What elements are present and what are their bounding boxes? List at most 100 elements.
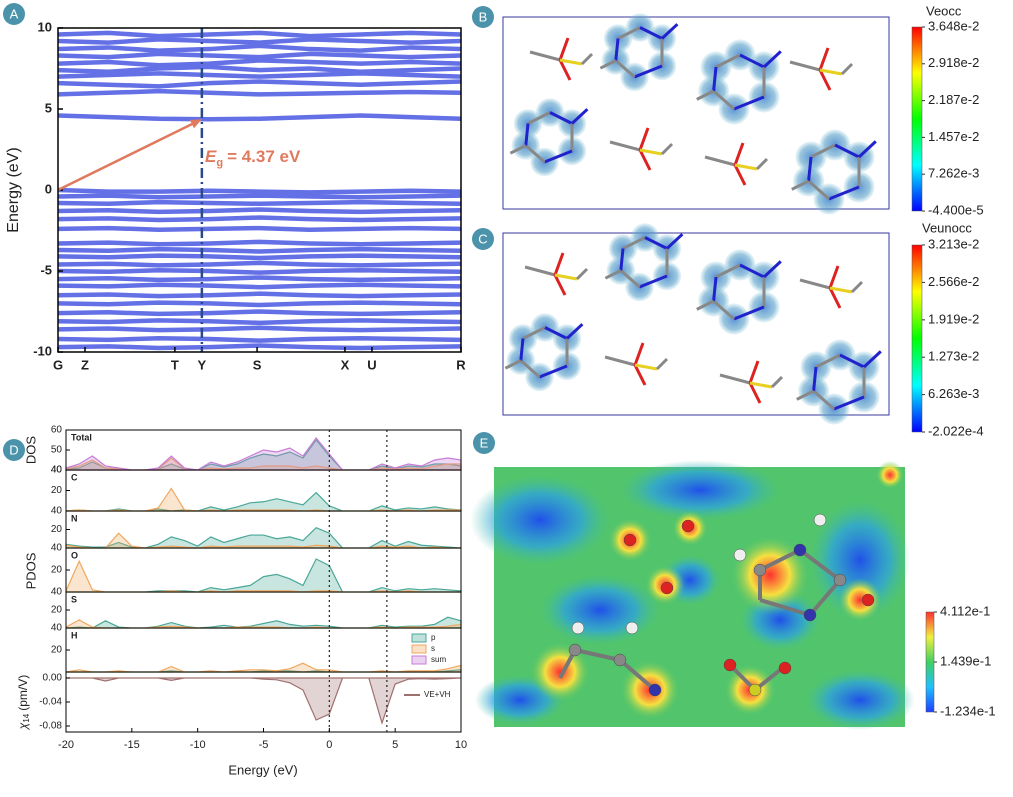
atom <box>660 581 674 595</box>
y-tick-label: 40 <box>51 465 63 476</box>
y-tick-label: 0.00 <box>43 673 63 684</box>
heat-low <box>470 475 610 565</box>
y-tick-label: -0.08 <box>39 721 62 732</box>
y-tick-label: 60 <box>51 425 63 436</box>
bond <box>715 263 741 279</box>
band-line <box>58 79 461 89</box>
band-line <box>58 187 461 195</box>
x-tick-label: -20 <box>58 739 74 751</box>
bond <box>789 60 821 72</box>
legend-label: s <box>431 644 435 653</box>
colorbar-tick-label: 3.648e-2 <box>928 18 979 33</box>
bond <box>834 143 860 159</box>
colorbar-tick-label: 1.273e-2 <box>928 349 979 364</box>
bond <box>712 299 735 321</box>
bond <box>791 179 810 191</box>
panel-letter: D <box>9 442 18 457</box>
bond <box>704 155 736 167</box>
badge <box>3 3 25 25</box>
atom <box>793 543 807 557</box>
dos-area <box>65 616 462 629</box>
atom <box>733 548 747 562</box>
bond <box>799 278 831 290</box>
bond <box>712 276 718 302</box>
bond <box>519 338 525 361</box>
bond <box>748 382 762 404</box>
band-line <box>58 207 461 215</box>
atom <box>623 533 637 547</box>
bond <box>538 364 568 379</box>
y-tick-label: 10 <box>38 19 52 34</box>
bond <box>549 111 573 125</box>
y-tick-label: 20 <box>51 645 63 656</box>
y-axis-label: PDOS <box>23 552 38 589</box>
bond <box>604 355 636 367</box>
x-tick-label: 5 <box>392 739 398 751</box>
bond <box>619 248 625 271</box>
band-line <box>58 343 461 351</box>
bond <box>796 389 815 401</box>
colorbar <box>925 611 935 713</box>
band-line <box>58 267 461 275</box>
band-line <box>58 291 461 299</box>
bond <box>633 342 645 366</box>
bond <box>770 375 784 389</box>
atom <box>568 643 582 657</box>
bond <box>575 267 589 281</box>
atom <box>813 513 827 527</box>
bond <box>815 353 841 369</box>
bond <box>840 62 854 76</box>
bond <box>570 108 589 125</box>
colorbar-tick-label: 2.187e-2 <box>928 92 979 107</box>
bond <box>762 260 782 279</box>
colorbar-tick-label: 4.112e-1 <box>940 603 990 618</box>
bond <box>739 53 765 69</box>
panel-label: A <box>3 3 25 25</box>
dos-area <box>65 532 461 549</box>
bond <box>527 111 551 125</box>
x-axis-label: Energy (eV) <box>228 762 297 777</box>
bond <box>655 357 669 371</box>
plot-frame <box>65 627 462 673</box>
band-line <box>58 37 461 45</box>
chi-symbol: χ <box>16 722 30 730</box>
bond <box>828 265 840 289</box>
y-axis-label: DOS <box>23 436 38 465</box>
x-tick-label: Y <box>198 357 207 372</box>
arrow-head <box>189 119 202 129</box>
band-line <box>58 239 461 247</box>
dos-area <box>66 558 462 593</box>
bond <box>696 89 715 101</box>
bond <box>638 274 668 289</box>
bond <box>638 127 650 151</box>
heat-low <box>540 575 660 645</box>
bond <box>798 548 842 582</box>
y-tick-label: -0.04 <box>39 697 62 708</box>
bond <box>574 648 621 662</box>
colorbar-tick-label: -1.234e-1 <box>940 703 996 718</box>
bond <box>759 548 801 572</box>
band-line <box>58 325 461 333</box>
bond <box>519 359 541 379</box>
panel-letter: B <box>479 9 488 24</box>
bond <box>733 95 765 111</box>
legend-label: sum <box>431 655 446 664</box>
band-line <box>58 246 461 254</box>
y-tick-label: 40 <box>51 587 63 598</box>
bond <box>739 263 765 279</box>
bond <box>639 26 663 40</box>
bond <box>696 299 715 311</box>
colorbar-tick-label: -4.400e-5 <box>928 202 984 217</box>
bond <box>529 50 561 62</box>
heat-low <box>805 670 915 730</box>
badge <box>472 228 494 250</box>
subplot-label: H <box>71 630 78 640</box>
panel-label: D <box>3 439 25 461</box>
bond <box>524 123 530 146</box>
bond <box>609 140 641 152</box>
atom <box>625 621 639 635</box>
bond <box>734 163 758 171</box>
colorbar-title: Veocc <box>926 3 962 18</box>
bond <box>818 47 830 71</box>
